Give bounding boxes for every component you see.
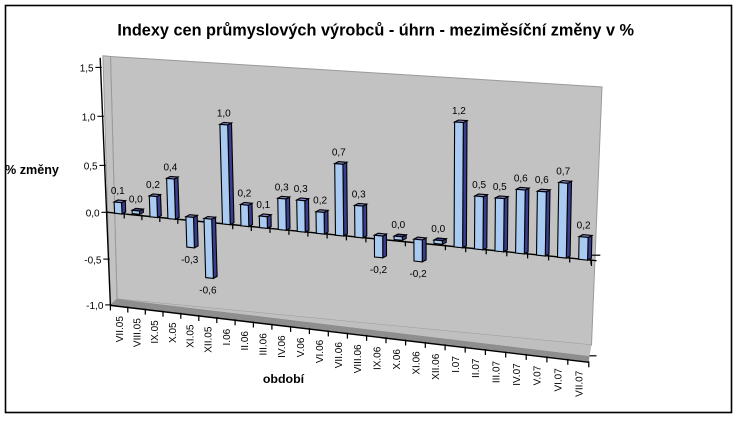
svg-text:III.06: III.06 bbox=[259, 333, 270, 356]
svg-text:0,5: 0,5 bbox=[84, 162, 98, 173]
svg-text:0,7: 0,7 bbox=[332, 148, 346, 159]
svg-text:V.07: V.07 bbox=[533, 365, 544, 385]
svg-text:0,2: 0,2 bbox=[577, 221, 591, 232]
svg-text:VI.06: VI.06 bbox=[315, 339, 326, 363]
svg-text:0,3: 0,3 bbox=[294, 184, 308, 195]
svg-text:VII.07: VII.07 bbox=[574, 370, 585, 397]
svg-text:0,0: 0,0 bbox=[129, 194, 143, 205]
svg-text:0,1: 0,1 bbox=[111, 186, 125, 197]
svg-text:1,0: 1,0 bbox=[217, 108, 231, 119]
svg-text:VIII.06: VIII.06 bbox=[353, 344, 364, 373]
svg-text:-0,2: -0,2 bbox=[409, 269, 427, 280]
svg-text:VIII.05: VIII.05 bbox=[132, 318, 143, 347]
svg-text:XI.05: XI.05 bbox=[186, 324, 197, 348]
svg-text:0,5: 0,5 bbox=[493, 182, 507, 193]
svg-text:Indexy cen průmyslových výrobc: Indexy cen průmyslových výrobců - úhrn -… bbox=[117, 21, 634, 39]
svg-text:0,6: 0,6 bbox=[514, 173, 528, 184]
svg-text:VII.06: VII.06 bbox=[334, 342, 345, 369]
svg-text:-0,5: -0,5 bbox=[84, 255, 102, 266]
svg-text:I.07: I.07 bbox=[451, 356, 462, 373]
svg-text:0,6: 0,6 bbox=[535, 175, 549, 186]
svg-text:1,0: 1,0 bbox=[82, 113, 96, 124]
svg-text:0,3: 0,3 bbox=[352, 189, 366, 200]
svg-text:III.07: III.07 bbox=[492, 360, 503, 383]
svg-text:IX.06: IX.06 bbox=[372, 346, 383, 370]
svg-text:0,0: 0,0 bbox=[391, 220, 405, 231]
svg-text:IV.06: IV.06 bbox=[277, 335, 288, 358]
svg-text:XII.05: XII.05 bbox=[204, 326, 215, 353]
svg-text:-0,2: -0,2 bbox=[370, 265, 388, 276]
svg-text:0,2: 0,2 bbox=[146, 180, 160, 191]
svg-text:1,2: 1,2 bbox=[452, 106, 466, 117]
svg-text:XI.06: XI.06 bbox=[411, 351, 422, 375]
svg-text:X.05: X.05 bbox=[168, 322, 179, 343]
svg-text:0,3: 0,3 bbox=[275, 182, 289, 193]
svg-text:0,1: 0,1 bbox=[256, 200, 270, 211]
svg-text:období: období bbox=[263, 372, 305, 386]
svg-text:0,0: 0,0 bbox=[431, 224, 445, 235]
svg-text:-0,6: -0,6 bbox=[199, 286, 217, 297]
svg-text:I.06: I.06 bbox=[222, 328, 233, 345]
svg-text:IV.07: IV.07 bbox=[512, 363, 523, 386]
svg-text:0,7: 0,7 bbox=[556, 167, 570, 178]
svg-text:VII.05: VII.05 bbox=[115, 316, 126, 343]
svg-text:0,5: 0,5 bbox=[472, 180, 486, 191]
svg-text:IX.05: IX.05 bbox=[150, 320, 161, 344]
svg-text:0,2: 0,2 bbox=[313, 196, 327, 207]
svg-text:V.06: V.06 bbox=[296, 337, 307, 357]
svg-text:VI.07: VI.07 bbox=[553, 368, 564, 392]
svg-text:II.07: II.07 bbox=[471, 358, 482, 378]
svg-text:-1,0: -1,0 bbox=[86, 301, 104, 312]
svg-text:-0,3: -0,3 bbox=[181, 255, 199, 266]
svg-text:0,0: 0,0 bbox=[86, 209, 100, 220]
svg-text:0,4: 0,4 bbox=[163, 162, 177, 173]
svg-text:0,2: 0,2 bbox=[237, 189, 251, 200]
svg-text:XII.06: XII.06 bbox=[431, 353, 442, 380]
svg-text:% změny: % změny bbox=[5, 163, 59, 177]
svg-text:II.06: II.06 bbox=[240, 331, 251, 351]
svg-text:X.06: X.06 bbox=[392, 349, 403, 370]
svg-text:1,5: 1,5 bbox=[80, 64, 94, 75]
